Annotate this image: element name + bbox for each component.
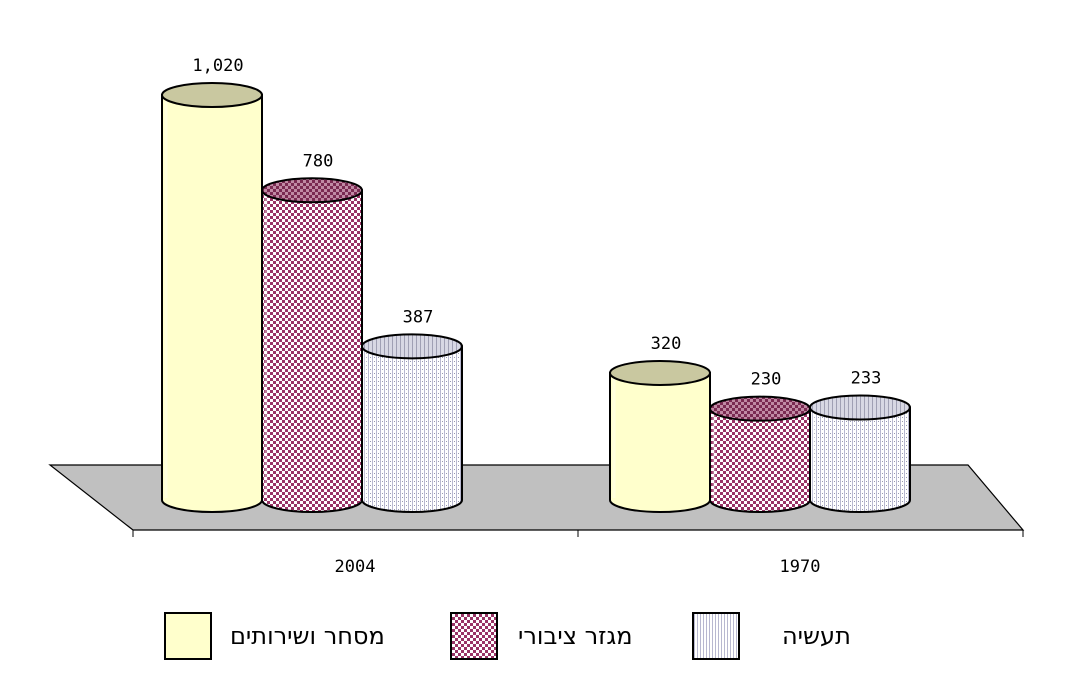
bar-body — [709, 407, 811, 513]
legend-label-commerce: מסחר ושירותים — [230, 622, 385, 650]
bar-body — [361, 345, 463, 513]
legend-swatch-public — [450, 612, 498, 660]
x-tick-label: 1970 — [780, 557, 821, 577]
data-label: 387 — [403, 307, 434, 327]
bar-top — [261, 177, 363, 204]
data-label: 233 — [851, 368, 882, 388]
bar-top — [161, 82, 263, 108]
bar-top — [361, 333, 463, 360]
bar-top — [709, 395, 811, 422]
data-label: 780 — [303, 151, 334, 171]
data-label: 320 — [651, 334, 682, 354]
x-tick-label: 2004 — [335, 557, 376, 577]
bar-chart: 1,020 780 387 320 230 233 2004 1970 — [48, 56, 1025, 577]
bar-body — [261, 189, 363, 513]
data-label: 1,020 — [192, 56, 243, 76]
data-label: 230 — [751, 370, 782, 390]
bar-1970-series-2: 233 — [809, 368, 911, 513]
bar-1970-series-1: 230 — [709, 370, 811, 513]
bar-1970-series-0: 320 — [609, 334, 711, 513]
bar-body — [161, 94, 263, 513]
chart-legend: מסחר ושירותים מגזר ציבורי תעשיה — [150, 612, 930, 668]
legend-label-industry: תעשיה — [782, 622, 851, 650]
bar-2004-series-2: 387 — [361, 307, 463, 513]
bar-2004-series-1: 780 — [261, 151, 363, 513]
bar-top — [809, 394, 911, 421]
bar-body — [609, 371, 711, 513]
legend-swatch-industry — [692, 612, 740, 660]
bar-top — [609, 359, 711, 386]
legend-swatch-commerce — [164, 612, 212, 660]
bar-body — [809, 406, 911, 513]
bar-2004-series-0: 1,020 — [161, 56, 263, 513]
legend-label-public: מגזר ציבורי — [518, 622, 633, 650]
